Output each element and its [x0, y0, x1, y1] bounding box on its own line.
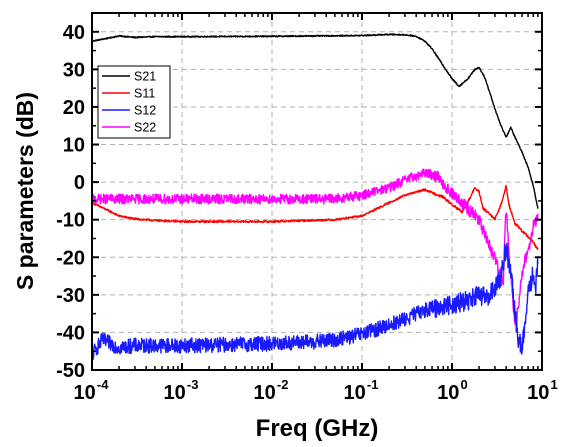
x-tick-label-base: 10 — [254, 382, 276, 404]
x-tick-label-base: 10 — [344, 382, 366, 404]
x-tick-label-base: 10 — [437, 382, 459, 404]
x-tick-label-exponent: -2 — [277, 377, 289, 392]
legend: S21 S11 S12 S22 — [97, 65, 171, 139]
x-tick-label: 10 -3 — [164, 377, 199, 404]
x-tick-label-base: 10 — [527, 382, 549, 404]
x-tick-label-exponent: -3 — [187, 377, 199, 392]
x-tick-label: 10 -4 — [74, 377, 110, 404]
y-tick-label: -30 — [56, 285, 85, 307]
x-tick-label-base: 10 — [164, 382, 186, 404]
x-axis-title: Freq (GHz) — [256, 415, 379, 442]
series-line-s22 — [92, 168, 539, 326]
y-tick-label: 40 — [63, 22, 85, 44]
x-tick-label-exponent: 1 — [551, 377, 558, 392]
y-tick-label: 30 — [63, 59, 85, 81]
legend-label: S11 — [134, 87, 155, 101]
x-tick-label: 10 0 — [437, 377, 468, 404]
series-lines — [92, 33, 539, 360]
y-tick-label: -20 — [56, 247, 85, 269]
x-tick-label-exponent: -1 — [367, 377, 379, 392]
legend-box — [97, 65, 171, 139]
y-tick-label: -10 — [56, 210, 85, 232]
y-tick-label: 10 — [63, 135, 85, 157]
axis-ticks — [91, 13, 543, 371]
x-tick-label: 10 -1 — [344, 377, 379, 404]
x-tick-label-base: 10 — [74, 382, 96, 404]
x-tick-label-exponent: -4 — [97, 377, 109, 392]
y-tick-label: 0 — [74, 172, 85, 194]
legend-label: S12 — [134, 104, 156, 118]
x-tick-labels: 10 -4 10 -3 10 -2 10 -1 10 0 10 1 — [74, 377, 558, 404]
x-tick-label-exponent: 0 — [461, 377, 468, 392]
plot-frame — [91, 12, 543, 371]
y-tick-label: 20 — [63, 97, 85, 119]
y-axis-title: S parameters (dB) — [12, 92, 38, 290]
y-tick-label: -40 — [56, 322, 85, 344]
series-line-s21 — [92, 33, 539, 209]
legend-label: S21 — [134, 70, 156, 84]
legend-label: S22 — [134, 121, 156, 135]
y-tick-label: -50 — [56, 360, 85, 382]
x-tick-label: 10 1 — [527, 377, 558, 404]
series-line-s12 — [92, 242, 539, 360]
series-line-s11 — [92, 184, 539, 251]
y-tick-labels: 40 30 20 10 0 -10 -20 -30 -40 -50 — [56, 22, 85, 382]
x-tick-label: 10 -2 — [254, 377, 289, 404]
